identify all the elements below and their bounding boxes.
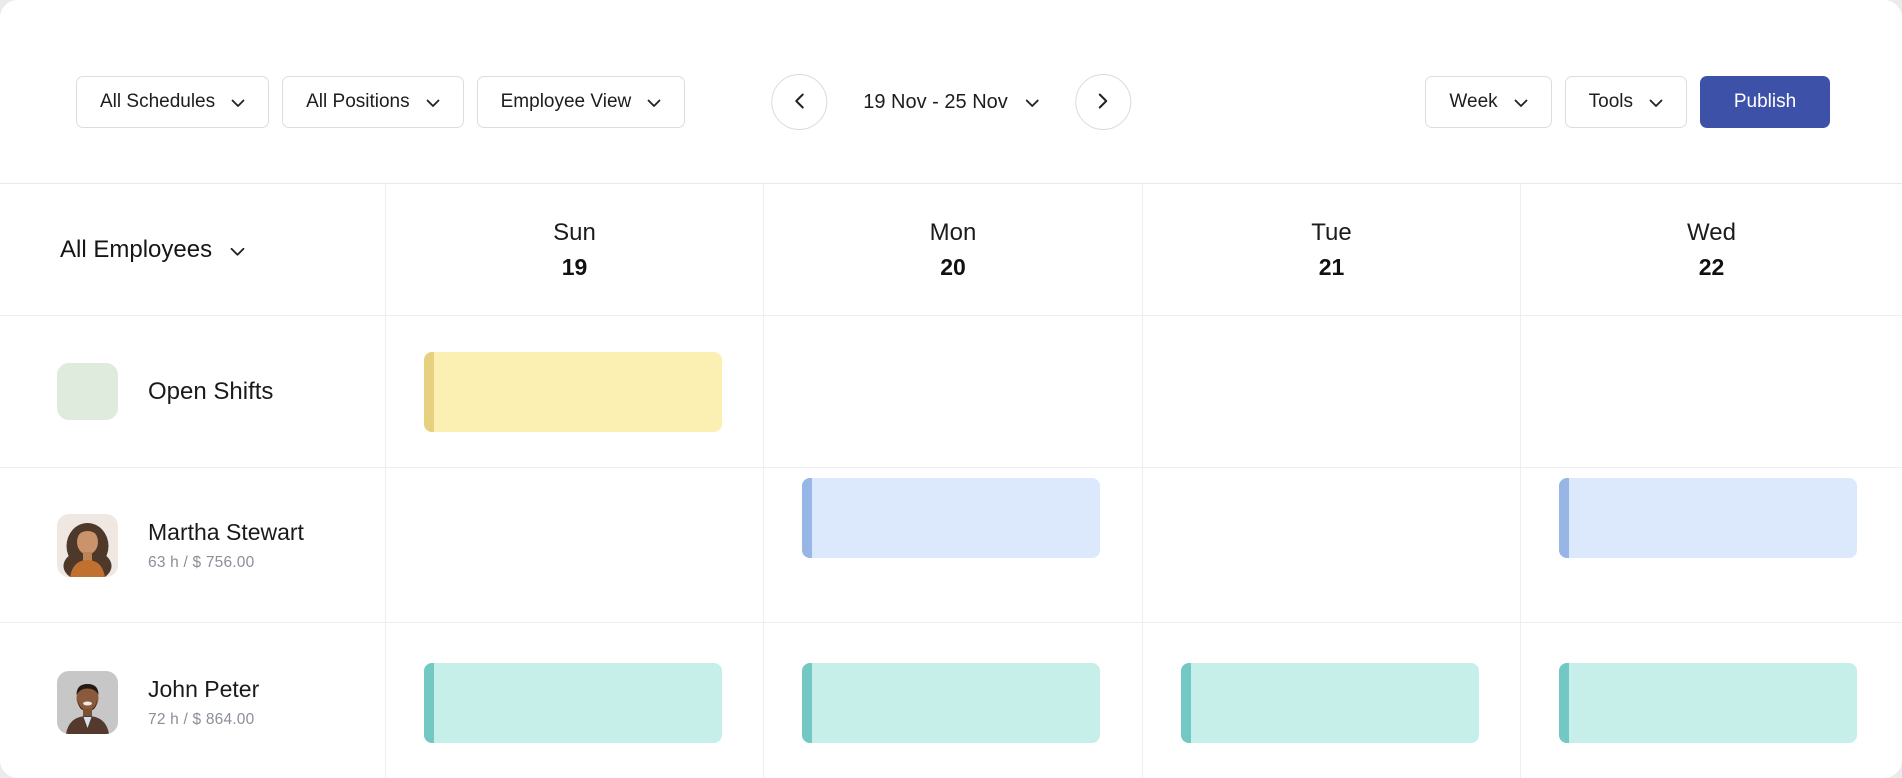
all-employees-label: All Employees bbox=[60, 235, 213, 263]
date-range-label: 19 Nov - 25 Nov bbox=[863, 90, 1008, 113]
day-name: Tue bbox=[1311, 218, 1352, 246]
employee-hours-cost: 63 h / $ 756.00 bbox=[148, 553, 255, 571]
open-shifts-swatch bbox=[57, 363, 118, 420]
schedule-cell-open-wed[interactable] bbox=[1520, 316, 1902, 467]
shift-block[interactable] bbox=[424, 662, 722, 743]
schedule-cell-john-tue[interactable] bbox=[1142, 623, 1520, 778]
shift-block[interactable] bbox=[1181, 662, 1479, 743]
date-navigation: 19 Nov - 25 Nov bbox=[771, 20, 1131, 184]
schedule-cell-martha-tue[interactable] bbox=[1142, 468, 1520, 622]
day-header-tue: Tue 21 bbox=[1142, 184, 1520, 315]
shift-accent-bar bbox=[424, 351, 434, 432]
row-john-peter: John Peter 72 h / $ 864.00 bbox=[0, 622, 1902, 778]
day-date: 21 bbox=[1318, 253, 1345, 280]
all-employees-dropdown[interactable]: All Employees bbox=[60, 236, 245, 264]
filter-group: All Schedules All Positions Employee Vie… bbox=[76, 75, 686, 128]
schedule-cell-martha-sun[interactable] bbox=[385, 468, 763, 622]
shift-block[interactable] bbox=[802, 478, 1100, 558]
previous-week-button[interactable] bbox=[771, 74, 828, 130]
employees-header-cell: All Employees bbox=[0, 184, 385, 315]
row-open-shifts: Open Shifts bbox=[0, 315, 1902, 467]
view-mode-label: Employee View bbox=[500, 90, 632, 112]
employee-hours-cost: 72 h / $ 864.00 bbox=[148, 711, 255, 728]
day-name: Mon bbox=[929, 218, 977, 246]
chevron-down-icon bbox=[1025, 91, 1039, 114]
martha-stewart-avatar bbox=[57, 513, 118, 577]
publish-button[interactable]: Publish bbox=[1700, 75, 1830, 128]
shift-accent-bar bbox=[1181, 662, 1191, 743]
schedules-filter-dropdown[interactable]: All Schedules bbox=[76, 75, 270, 128]
schedule-cell-john-mon[interactable] bbox=[763, 623, 1142, 778]
chevron-down-icon bbox=[647, 92, 661, 114]
date-range-dropdown[interactable]: 19 Nov - 25 Nov bbox=[863, 91, 1039, 114]
schedule-cell-martha-wed[interactable] bbox=[1520, 468, 1902, 622]
day-name: Wed bbox=[1687, 218, 1736, 246]
chevron-right-icon bbox=[1098, 93, 1108, 112]
day-date: 19 bbox=[561, 253, 588, 280]
schedule-cell-open-mon[interactable] bbox=[763, 316, 1142, 467]
day-date: 22 bbox=[1698, 253, 1725, 280]
shift-block[interactable] bbox=[1559, 662, 1857, 743]
day-header-sun: Sun 19 bbox=[385, 184, 763, 315]
schedule-cell-john-sun[interactable] bbox=[385, 623, 763, 778]
shift-accent-bar bbox=[424, 662, 434, 743]
schedule-cell-john-wed[interactable] bbox=[1520, 623, 1902, 778]
john-peter-avatar bbox=[57, 671, 118, 734]
chevron-down-icon bbox=[231, 92, 245, 114]
actions-group: Week Tools Publish bbox=[1425, 75, 1830, 128]
employee-name: John Peter bbox=[148, 676, 260, 702]
grid-header-row: All Employees Sun 19 Mon 20 Tue 21 Wed bbox=[0, 184, 1902, 315]
next-week-button[interactable] bbox=[1074, 74, 1131, 130]
period-selector-label: Week bbox=[1449, 90, 1498, 112]
day-date: 20 bbox=[940, 253, 966, 280]
schedule-cell-open-sun[interactable] bbox=[385, 316, 763, 467]
employee-info-cell: Martha Stewart 63 h / $ 756.00 bbox=[0, 468, 385, 622]
open-shifts-label: Open Shifts bbox=[148, 377, 274, 405]
positions-filter-label: All Positions bbox=[306, 90, 410, 112]
chevron-down-icon bbox=[230, 236, 245, 264]
employee-info-cell: John Peter 72 h / $ 864.00 bbox=[0, 623, 385, 778]
shift-accent-bar bbox=[802, 478, 812, 558]
chevron-down-icon bbox=[1649, 92, 1663, 114]
shift-block[interactable] bbox=[1559, 478, 1857, 558]
row-martha-stewart: Martha Stewart 63 h / $ 756.00 bbox=[0, 467, 1902, 622]
employee-text: John Peter 72 h / $ 864.00 bbox=[148, 676, 259, 729]
toolbar: All Schedules All Positions Employee Vie… bbox=[0, 0, 1902, 184]
day-name: Sun bbox=[553, 218, 596, 246]
chevron-down-icon bbox=[1514, 92, 1528, 114]
shift-accent-bar bbox=[1559, 662, 1569, 743]
view-mode-dropdown[interactable]: Employee View bbox=[476, 75, 686, 128]
schedule-cell-martha-mon[interactable] bbox=[763, 468, 1142, 622]
period-selector-dropdown[interactable]: Week bbox=[1425, 75, 1552, 128]
publish-button-label: Publish bbox=[1733, 90, 1797, 112]
open-shifts-info-cell: Open Shifts bbox=[0, 316, 385, 467]
day-header-mon: Mon 20 bbox=[763, 184, 1142, 315]
schedule-grid: All Employees Sun 19 Mon 20 Tue 21 Wed bbox=[0, 184, 1902, 778]
shift-accent-bar bbox=[1559, 478, 1569, 558]
tools-menu-dropdown[interactable]: Tools bbox=[1564, 75, 1687, 128]
employee-text: Martha Stewart 63 h / $ 756.00 bbox=[148, 519, 304, 572]
chevron-down-icon bbox=[426, 92, 440, 114]
positions-filter-dropdown[interactable]: All Positions bbox=[282, 75, 464, 128]
day-header-wed: Wed 22 bbox=[1520, 184, 1902, 315]
tools-menu-label: Tools bbox=[1588, 90, 1633, 112]
shift-block[interactable] bbox=[802, 662, 1100, 743]
shift-block[interactable] bbox=[424, 351, 722, 432]
employee-name: Martha Stewart bbox=[148, 518, 304, 545]
chevron-left-icon bbox=[794, 93, 804, 112]
shift-accent-bar bbox=[802, 662, 812, 743]
schedules-filter-label: All Schedules bbox=[100, 90, 216, 112]
schedule-cell-open-tue[interactable] bbox=[1142, 316, 1520, 467]
